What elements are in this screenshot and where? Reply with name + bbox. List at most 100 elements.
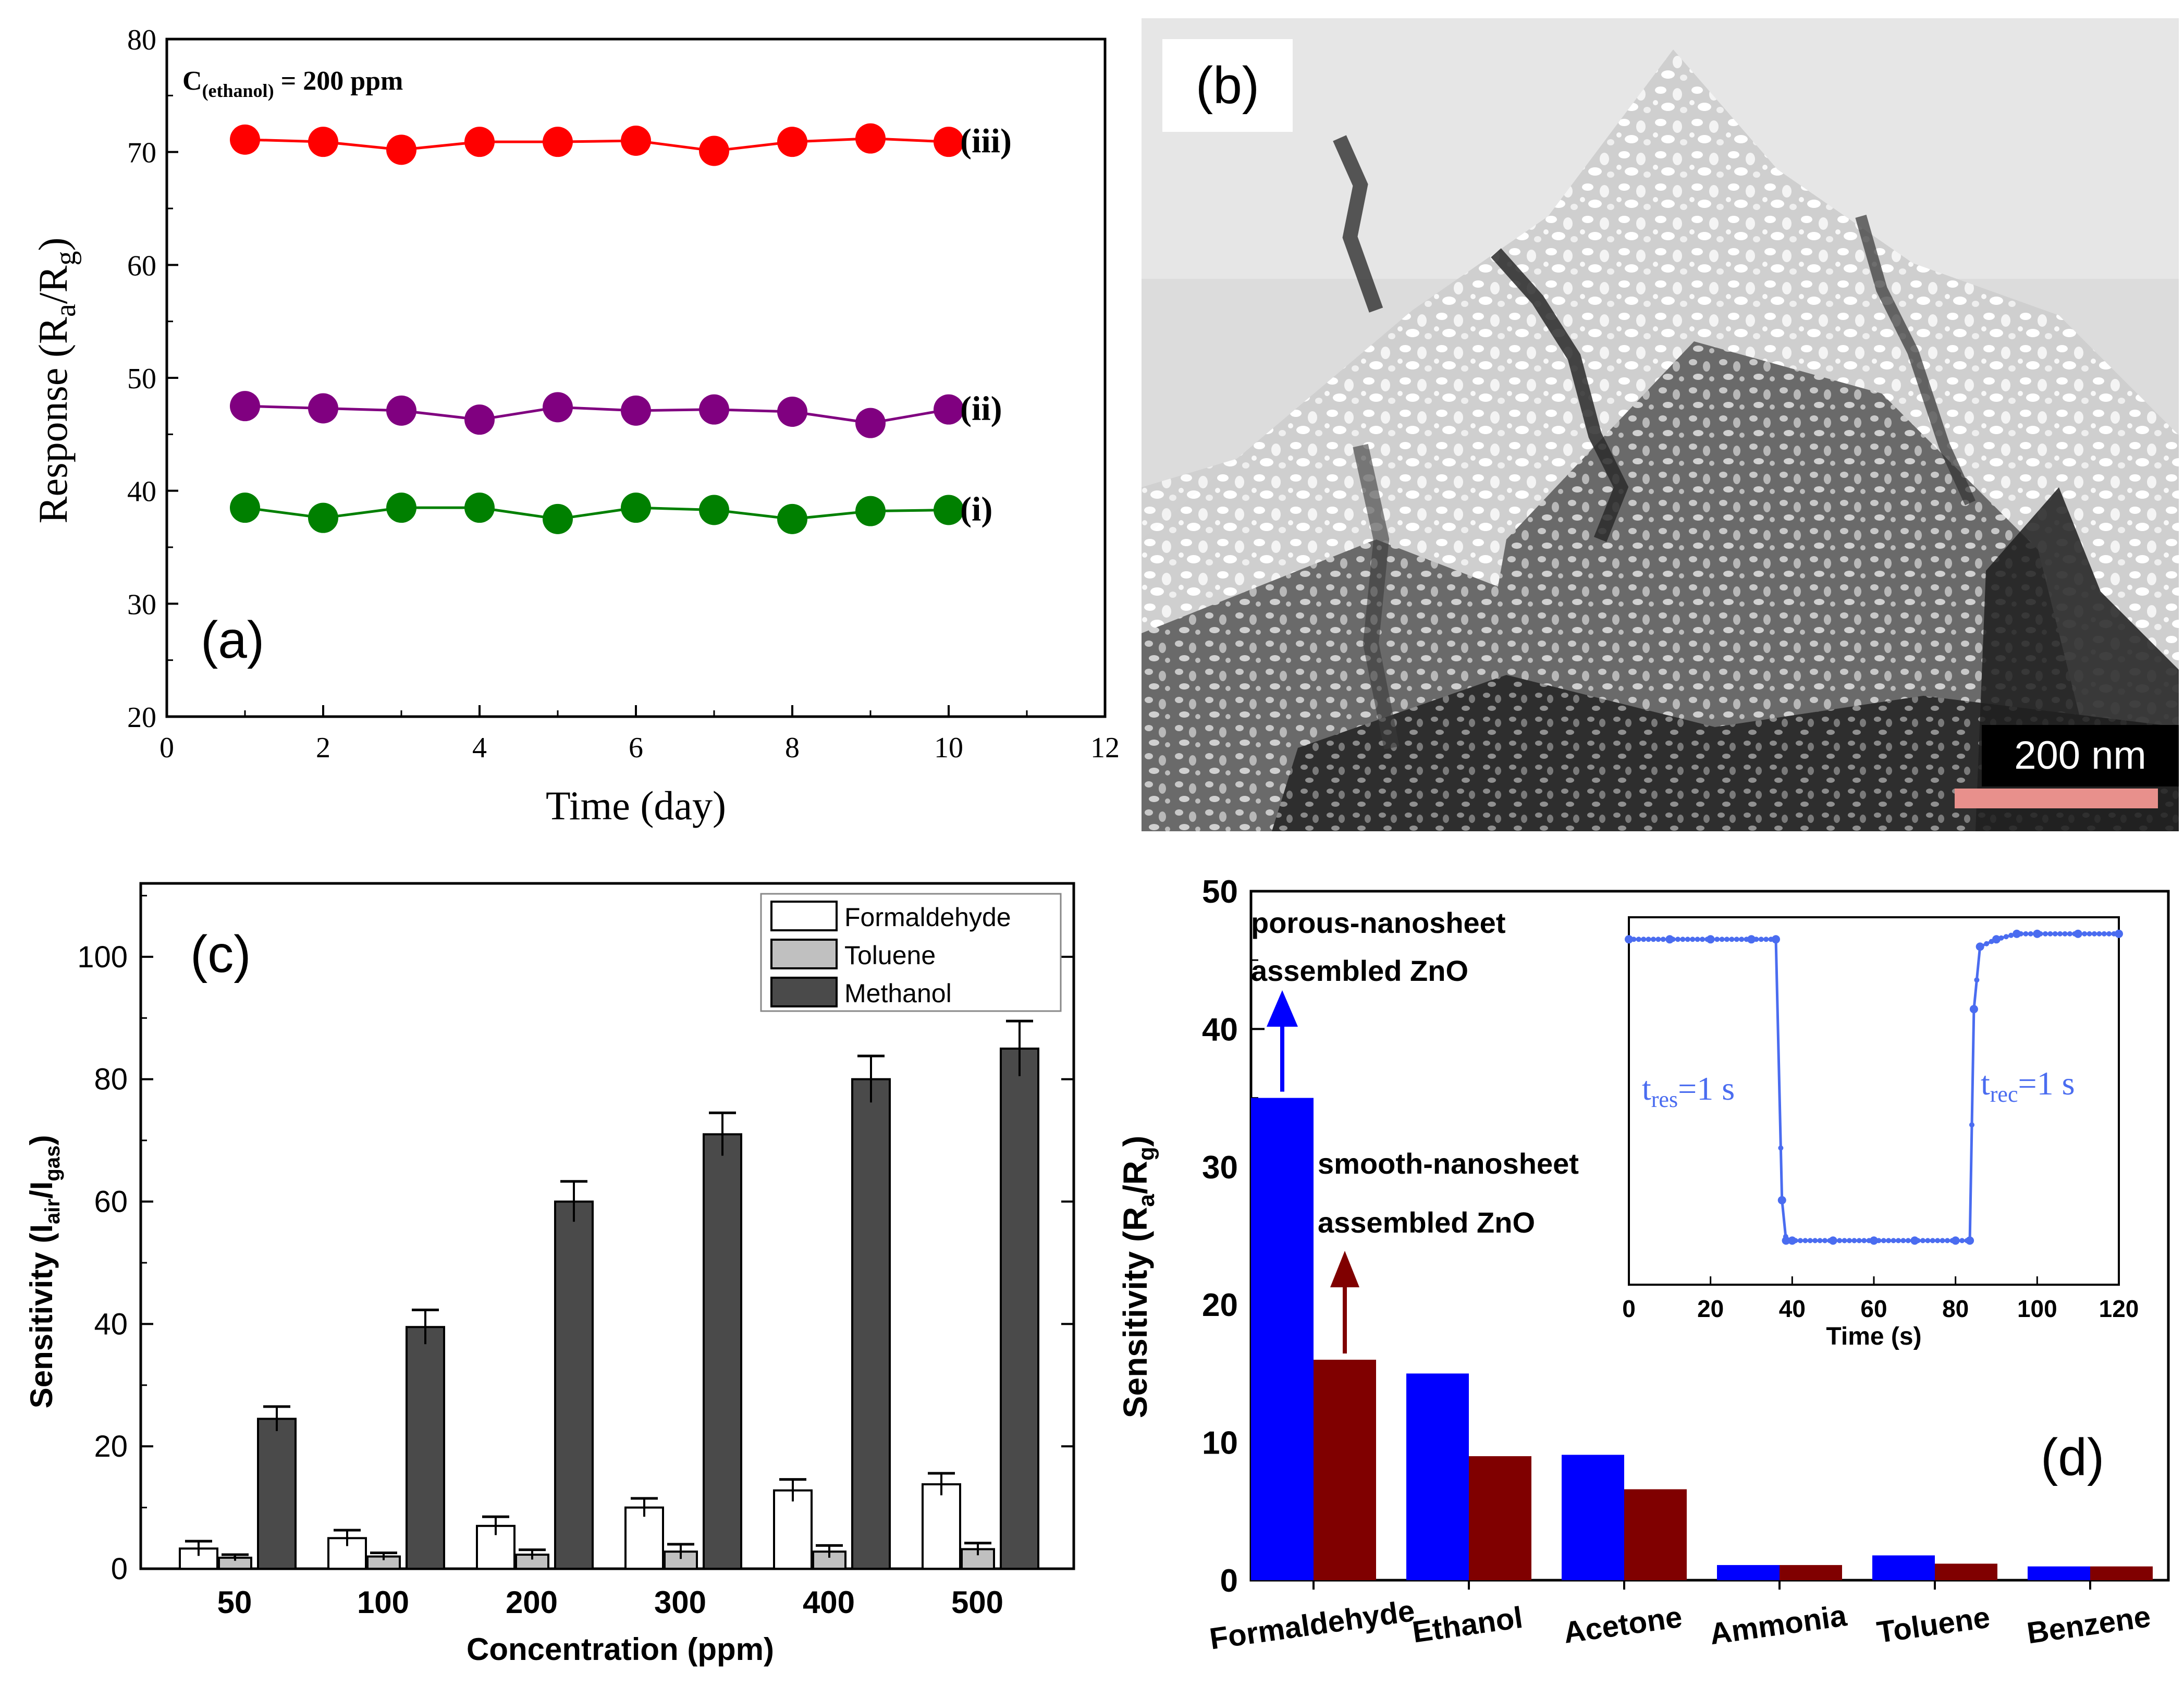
tem-nanosheet-dark	[1272, 675, 2179, 831]
inset-data-point	[2028, 931, 2033, 937]
inset-key-point	[1782, 1236, 1790, 1245]
inset-data-point	[1881, 1238, 1886, 1244]
chart-a-ylabel: Response (Ra/Rg)	[30, 237, 82, 523]
inset-data-point	[1940, 1238, 1945, 1244]
inset-xtick-label: 60	[1860, 1295, 1887, 1322]
inset-data-point	[1685, 937, 1690, 942]
bar-benzene-smooth	[2090, 1566, 2153, 1580]
data-point-iii	[934, 127, 964, 157]
data-point-iii	[699, 136, 729, 166]
bar-acetone-smooth	[1624, 1489, 1687, 1580]
inset-key-point	[1665, 935, 1674, 944]
inset-data-point	[1861, 1238, 1867, 1244]
data-point-ii	[699, 394, 729, 425]
data-point-i	[699, 495, 729, 525]
chart-d-xtick-label: Benzene	[2025, 1599, 2153, 1651]
chart-c-plot-frame	[139, 882, 1075, 1570]
data-point-i	[855, 496, 886, 526]
legend-label-methanol: Methanol	[844, 979, 952, 1008]
chart-d-ytick-label: 30	[1202, 1150, 1238, 1186]
inset-key-point	[2013, 929, 2021, 938]
legend-swatch-formaldehyde	[770, 901, 838, 931]
bar-methanol	[554, 1200, 594, 1570]
inset-data-point	[1847, 1238, 1852, 1244]
chart-d-xtick-label: Formaldehyde	[1207, 1594, 1417, 1656]
inset-data-point	[1724, 937, 1729, 942]
inset-data-point	[2092, 931, 2097, 937]
inset-key-point	[1966, 1236, 1974, 1245]
inset-trec-label: trec=1 s	[1981, 1065, 2075, 1107]
chart-a-xtick-label: 0	[159, 732, 174, 764]
inset-key-point	[1976, 942, 1984, 951]
chart-a-ytick-label: 70	[127, 137, 156, 169]
legend-swatch-methanol	[770, 977, 838, 1007]
inset-data-point	[1984, 941, 1990, 946]
inset-data-point	[1959, 1238, 1965, 1244]
inset-axes: 0 20 40 60 80 100 120	[1622, 1276, 2139, 1322]
inset-xtick-label: 100	[2017, 1295, 2057, 1322]
inset-data-point	[1851, 1238, 1857, 1244]
chart-a-xlabel: Time (day)	[546, 783, 726, 828]
inset-data-point	[2047, 931, 2053, 937]
bar-formaldehyde-porous	[1251, 1098, 1314, 1580]
inset-data-point	[1739, 937, 1745, 942]
chart-d-ytick-label: 20	[1202, 1287, 1238, 1323]
data-point-ii	[777, 397, 807, 427]
inset-data-point	[1807, 1238, 1813, 1244]
inset-xtick-label: 40	[1779, 1295, 1806, 1322]
data-point-i	[621, 493, 651, 523]
inset-data-point	[1920, 1238, 1925, 1244]
inset-xtick-label: 120	[2099, 1295, 2139, 1322]
tem-fold-ridge-2	[1491, 248, 1629, 542]
data-point-ii	[855, 408, 886, 438]
data-point-iii	[308, 127, 338, 157]
inset-data-point	[1802, 1238, 1808, 1244]
chart-a-xtick-label: 2	[316, 732, 330, 764]
inset-data-point	[1675, 937, 1680, 942]
data-point-i	[543, 503, 573, 534]
inset-key-point	[1992, 935, 2001, 944]
bar-toluene-smooth	[1935, 1564, 1997, 1580]
chart-a: 0 2 4 6 8 10 12 20 30 40 50 60 70 80 (iii) (ii) (i) C(e…	[30, 24, 1120, 828]
inset-xtick-label: 20	[1697, 1295, 1724, 1322]
inset-data-point	[1695, 937, 1700, 942]
inset-data-point	[1719, 937, 1725, 942]
chart-c-xlabel: Concentration (ppm)	[467, 1632, 774, 1667]
inset-data-point	[1945, 1238, 1950, 1244]
inset-xtick-label: 80	[1942, 1295, 1969, 1322]
chart-c-xtick-label: 500	[951, 1585, 1003, 1620]
scale-bar	[1955, 789, 2158, 808]
bar-toluene-porous	[1872, 1555, 1935, 1580]
inset-data-point	[1636, 937, 1641, 942]
inset-data-point	[2008, 932, 2014, 938]
chart-a-ytick-label: 20	[127, 702, 156, 734]
chart-d-xtick-label: Ammonia	[1708, 1598, 1849, 1651]
chart-a-xtick-label: 8	[785, 732, 800, 764]
porous-annotation-line1: porous-nanosheet	[1251, 906, 1505, 939]
inset-data-point	[2003, 934, 2009, 940]
chart-a-ytick-label: 60	[127, 250, 156, 282]
inset-data-point	[1798, 1238, 1803, 1244]
series-label-ii: (ii)	[960, 390, 1002, 428]
chart-d-xtick-label: Toluene	[1875, 1600, 1992, 1650]
tem-fold-ridge-4	[1353, 444, 1400, 749]
inset-key-point	[2073, 929, 2082, 938]
arrow-porous-head	[1267, 990, 1298, 1027]
inset-data-point	[1714, 937, 1720, 942]
inset-data-point	[1896, 1238, 1901, 1244]
inset-data-point	[1891, 1238, 1896, 1244]
chart-a-series-lines	[244, 137, 949, 521]
chart-a-ytick-label: 50	[127, 363, 156, 395]
bar-ethanol-smooth	[1469, 1456, 1531, 1580]
scale-bar-label: 200 nm	[1982, 725, 2179, 786]
chart-a-panel-label: (a)	[201, 611, 264, 669]
inset-xlabel: Time (s)	[1826, 1323, 1921, 1350]
inset-data-point	[1817, 1238, 1823, 1244]
inset-data-point	[1822, 1238, 1827, 1244]
chart-a-xtick-label: 12	[1090, 732, 1120, 764]
chart-c-ytick-label: 80	[94, 1063, 128, 1097]
inset-key-point	[1969, 1005, 1978, 1014]
inset-data-point	[1856, 1238, 1862, 1244]
inset-key-point	[2115, 929, 2123, 938]
inset-key-point	[1829, 1236, 1837, 1245]
